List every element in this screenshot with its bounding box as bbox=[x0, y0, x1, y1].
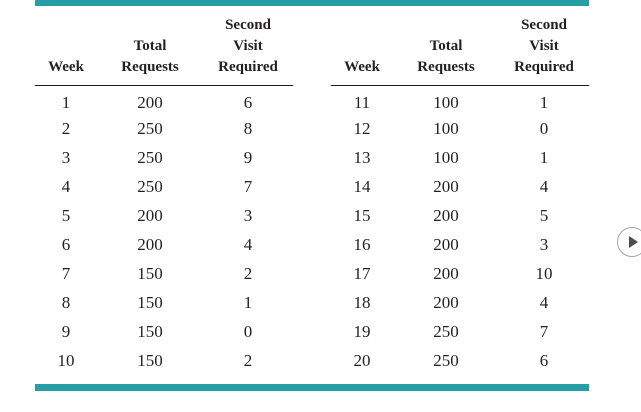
table-cell: 7 bbox=[61, 263, 71, 283]
table-cell: 250 bbox=[137, 147, 163, 167]
top-accent-bar bbox=[35, 0, 589, 6]
table-cell: 12 bbox=[353, 118, 371, 138]
table-cell: 14 bbox=[353, 176, 371, 196]
table-cell: 200 bbox=[433, 234, 459, 254]
column-header: Week bbox=[35, 6, 97, 86]
table-weeks-1-10: Week Total Requests Second Visit Required 1 20… bbox=[35, 6, 293, 375]
table-cell: 1 bbox=[539, 147, 549, 167]
table-cell: 8 bbox=[243, 118, 253, 138]
table-row: 8 150 1 bbox=[35, 288, 293, 317]
table-cell: 150 bbox=[137, 350, 163, 370]
table-cell: 100 bbox=[433, 93, 459, 113]
table-cell: 2 bbox=[61, 118, 71, 138]
table-cell: 8 bbox=[61, 292, 71, 312]
table-cell: 13 bbox=[353, 147, 371, 167]
table-row: 17 200 10 bbox=[331, 259, 589, 288]
table-cell: 3 bbox=[61, 147, 71, 167]
table-row: 12 100 0 bbox=[331, 114, 589, 143]
table-cell: 200 bbox=[137, 234, 163, 254]
table-cell: 1 bbox=[539, 93, 549, 113]
table-cell: 100 bbox=[433, 118, 459, 138]
table-row: 10 150 2 bbox=[35, 346, 293, 375]
table-cell: 10 bbox=[535, 263, 553, 283]
table-row: 15 200 5 bbox=[331, 201, 589, 230]
table-row: 4 250 7 bbox=[35, 172, 293, 201]
table-cell: 200 bbox=[433, 263, 459, 283]
table-cell: 9 bbox=[243, 147, 253, 167]
table-row: 16 200 3 bbox=[331, 230, 589, 259]
column-header: Week bbox=[331, 6, 393, 86]
table-row: 18 200 4 bbox=[331, 288, 589, 317]
table-cell: 17 bbox=[353, 263, 371, 283]
table-body: 1 200 6 2 250 8 3 250 9 4 250 7 5 200 3 6 200 4 7 150 2 8 150 1… bbox=[35, 85, 293, 375]
table-cell: 5 bbox=[539, 205, 549, 225]
table-row: 13 100 1 bbox=[331, 143, 589, 172]
weekly-requests-tables: Week Total Requests Second Visit Required 1 20… bbox=[35, 6, 589, 375]
table-cell: 2 bbox=[243, 263, 253, 283]
table-row: 2 250 8 bbox=[35, 114, 293, 143]
column-header: Second Visit Required bbox=[203, 6, 293, 86]
table-row: 6 200 4 bbox=[35, 230, 293, 259]
table-row: 9 150 0 bbox=[35, 317, 293, 346]
table-cell: 4 bbox=[539, 176, 549, 196]
column-header: Total Requests bbox=[393, 6, 499, 86]
table-cell: 15 bbox=[353, 205, 371, 225]
table-cell: 6 bbox=[539, 350, 549, 370]
table-cell: 200 bbox=[433, 176, 459, 196]
table-row: 7 150 2 bbox=[35, 259, 293, 288]
table-cell: 1 bbox=[61, 93, 71, 113]
column-header: Total Requests bbox=[97, 6, 203, 86]
table-cell: 18 bbox=[353, 292, 371, 312]
table-cell: 0 bbox=[243, 321, 253, 341]
table-cell: 16 bbox=[353, 234, 371, 254]
table-row: 1 200 6 bbox=[35, 85, 293, 114]
play-right-icon bbox=[629, 236, 638, 248]
table-row: 3 250 9 bbox=[35, 143, 293, 172]
table-cell: 150 bbox=[137, 321, 163, 341]
table-cell: 250 bbox=[433, 321, 459, 341]
table-body: 11 100 1 12 100 0 13 100 1 14 200 4 15 200 5 16 200 3 17 20… bbox=[331, 85, 589, 375]
table-header: Week Total Requests Second Visit Required bbox=[331, 6, 589, 86]
table-cell: 150 bbox=[137, 263, 163, 283]
table-cell: 250 bbox=[137, 118, 163, 138]
table-row: 19 250 7 bbox=[331, 317, 589, 346]
table-header: Week Total Requests Second Visit Required bbox=[35, 6, 293, 86]
table-cell: 250 bbox=[433, 350, 459, 370]
table-cell: 3 bbox=[539, 234, 549, 254]
table-cell: 1 bbox=[243, 292, 253, 312]
table-cell: 7 bbox=[539, 321, 549, 341]
table-cell: 19 bbox=[353, 321, 371, 341]
table-cell: 200 bbox=[137, 93, 163, 113]
table-cell: 200 bbox=[433, 292, 459, 312]
table-cell: 6 bbox=[61, 234, 71, 254]
table-cell: 100 bbox=[433, 147, 459, 167]
table-cell: 5 bbox=[61, 205, 71, 225]
bottom-accent-bar bbox=[35, 384, 589, 391]
table-cell: 11 bbox=[353, 93, 371, 113]
table-weeks-11-20: Week Total Requests Second Visit Required 11 1… bbox=[331, 6, 589, 375]
table-cell: 0 bbox=[539, 118, 549, 138]
table-row: 5 200 3 bbox=[35, 201, 293, 230]
table-cell: 150 bbox=[137, 292, 163, 312]
table-cell: 200 bbox=[137, 205, 163, 225]
column-header: Second Visit Required bbox=[499, 6, 589, 86]
table-cell: 250 bbox=[137, 176, 163, 196]
table-cell: 2 bbox=[243, 350, 253, 370]
next-page-button[interactable] bbox=[617, 227, 641, 257]
table-cell: 4 bbox=[539, 292, 549, 312]
table-cell: 4 bbox=[61, 176, 71, 196]
table-cell: 20 bbox=[353, 350, 371, 370]
table-cell: 9 bbox=[61, 321, 71, 341]
table-cell: 4 bbox=[243, 234, 253, 254]
table-row: 20 250 6 bbox=[331, 346, 589, 375]
table-cell: 3 bbox=[243, 205, 253, 225]
table-cell: 10 bbox=[57, 350, 75, 370]
table-row: 14 200 4 bbox=[331, 172, 589, 201]
table-cell: 6 bbox=[243, 93, 253, 113]
table-cell: 200 bbox=[433, 205, 459, 225]
table-cell: 7 bbox=[243, 176, 253, 196]
table-row: 11 100 1 bbox=[331, 85, 589, 114]
